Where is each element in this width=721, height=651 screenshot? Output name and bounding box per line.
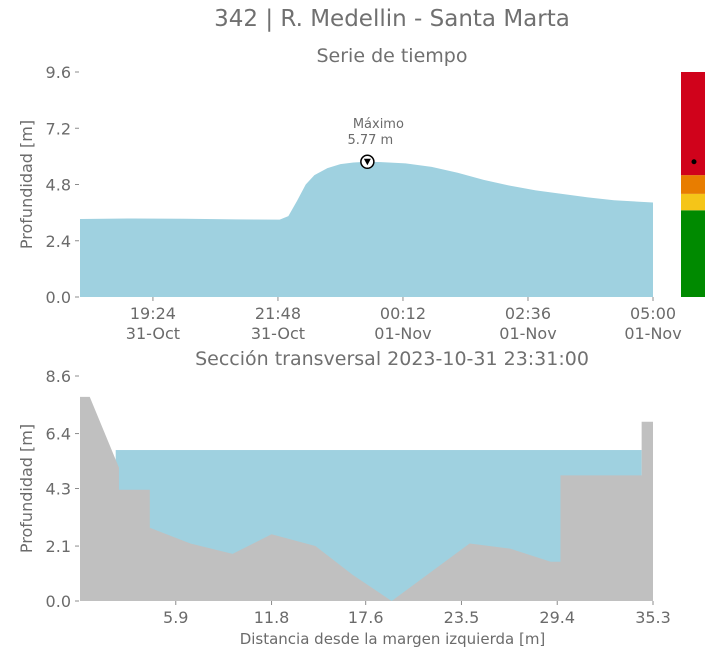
- max-annotation-value: 5.77 m: [347, 133, 393, 148]
- y-tick-label: 7.2: [46, 119, 71, 138]
- cross-section-plot: 0.0 2.1 4.3 6.4 8.6 5.9 11.8 17.6 23.5 29.4 35.3 Pr…: [17, 367, 671, 648]
- max-annotation-label: Máximo: [353, 117, 404, 132]
- y-tick-label: 8.6: [46, 367, 71, 386]
- y-tick-label: 2.1: [46, 537, 71, 556]
- x-tick-date: 01-Nov: [499, 324, 556, 343]
- y-tick-label: 4.8: [46, 176, 71, 195]
- x-tick-date: 31-Oct: [126, 324, 180, 343]
- cross-section-title: Sección transversal 2023-10-31 23:31:00: [195, 348, 589, 370]
- x-tick-label: 23.5: [444, 608, 480, 627]
- alert-level-segment: [681, 210, 705, 297]
- riverbed-ground: [80, 396, 653, 601]
- figure-title: 342 | R. Medellin - Santa Marta: [214, 6, 570, 32]
- alert-level-segment: [681, 193, 705, 211]
- x-tick-time: 00:12: [380, 304, 426, 323]
- x-tick-time: 21:48: [255, 304, 301, 323]
- x-tick-label: 5.9: [163, 608, 188, 627]
- y-tick-label: 9.6: [46, 63, 71, 82]
- max-marker-arrow: [363, 158, 371, 166]
- cross-section-xlabel: Distancia desde la margen izquierda [m]: [240, 630, 546, 648]
- x-tick-label: 35.3: [635, 608, 671, 627]
- cross-section-ylabel: Profundidad [m]: [17, 424, 36, 553]
- y-tick-label: 0.0: [46, 288, 71, 307]
- x-tick-time: 05:00: [630, 304, 676, 323]
- timeseries-plot: 0.02.44.87.29.619:2431-Oct21:4831-Oct00:…: [17, 63, 682, 343]
- x-tick-date: 01-Nov: [624, 324, 681, 343]
- alert-level-segment: [681, 72, 705, 176]
- x-tick-label: 17.6: [348, 608, 384, 627]
- alert-level-segment: [681, 175, 705, 194]
- x-tick-label: 29.4: [539, 608, 575, 627]
- alert-level-marker: [691, 159, 697, 165]
- timeseries-ylabel: Profundidad [m]: [17, 120, 36, 249]
- x-tick-time: 02:36: [505, 304, 551, 323]
- x-tick-label: 11.8: [254, 608, 290, 627]
- x-tick-date: 31-Oct: [251, 324, 305, 343]
- x-tick-date: 01-Nov: [374, 324, 431, 343]
- water-depth-area: [80, 161, 653, 297]
- y-tick-label: 2.4: [46, 232, 71, 251]
- x-tick-time: 19:24: [130, 304, 176, 323]
- alert-level-bar: [681, 72, 705, 297]
- y-tick-label: 4.3: [46, 480, 71, 499]
- y-tick-label: 0.0: [46, 592, 71, 611]
- y-tick-label: 6.4: [46, 425, 71, 444]
- timeseries-title: Serie de tiempo: [316, 45, 468, 67]
